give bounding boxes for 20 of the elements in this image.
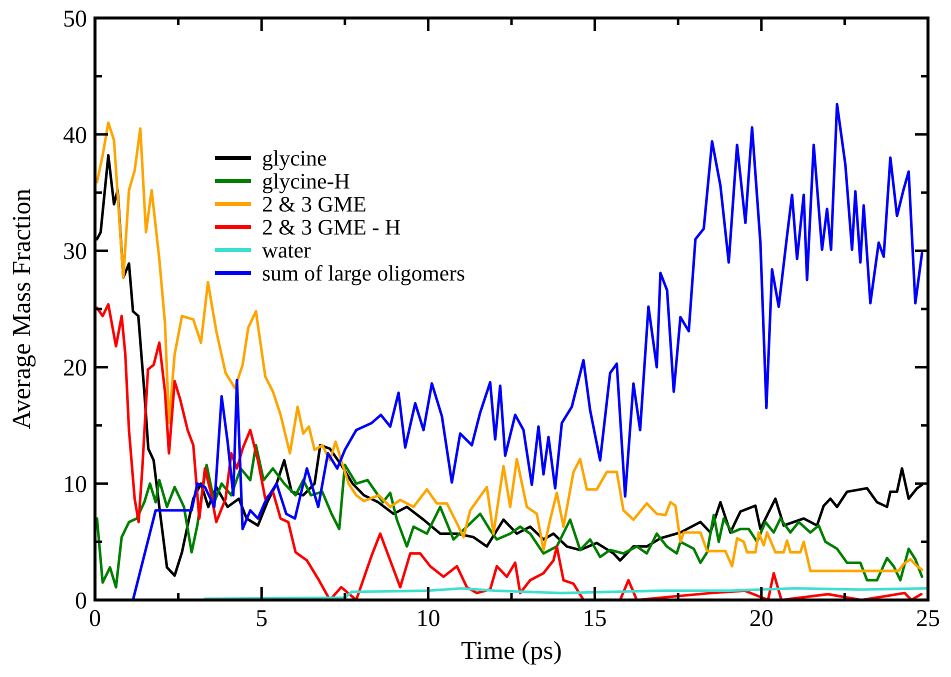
y-tick-label: 40	[63, 122, 87, 149]
y-tick-label: 50	[63, 6, 87, 32]
y-tick-label: 30	[63, 239, 87, 266]
y-tick-label: 20	[63, 356, 87, 382]
legend-label: water	[262, 238, 312, 263]
x-tick-label: 25	[916, 606, 940, 632]
line-series	[96, 303, 923, 602]
legend-label: glycine	[262, 146, 327, 171]
legend-label: sum of large oligomers	[262, 260, 466, 286]
x-tick-label: 5	[256, 606, 268, 632]
y-axis-title: Average Mass Fraction	[7, 188, 36, 430]
x-axis-title: Time (ps)	[461, 636, 562, 665]
x-tick-label: 15	[582, 606, 607, 632]
y-tick-label: 10	[63, 472, 87, 498]
legend-label: 2 & 3 GME - H	[262, 214, 401, 240]
x-tick-label: 20	[749, 606, 774, 632]
line-series	[96, 444, 924, 588]
x-tick-label: 10	[416, 606, 440, 632]
line-series	[204, 587, 930, 600]
y-tick-label: 0	[75, 588, 87, 614]
